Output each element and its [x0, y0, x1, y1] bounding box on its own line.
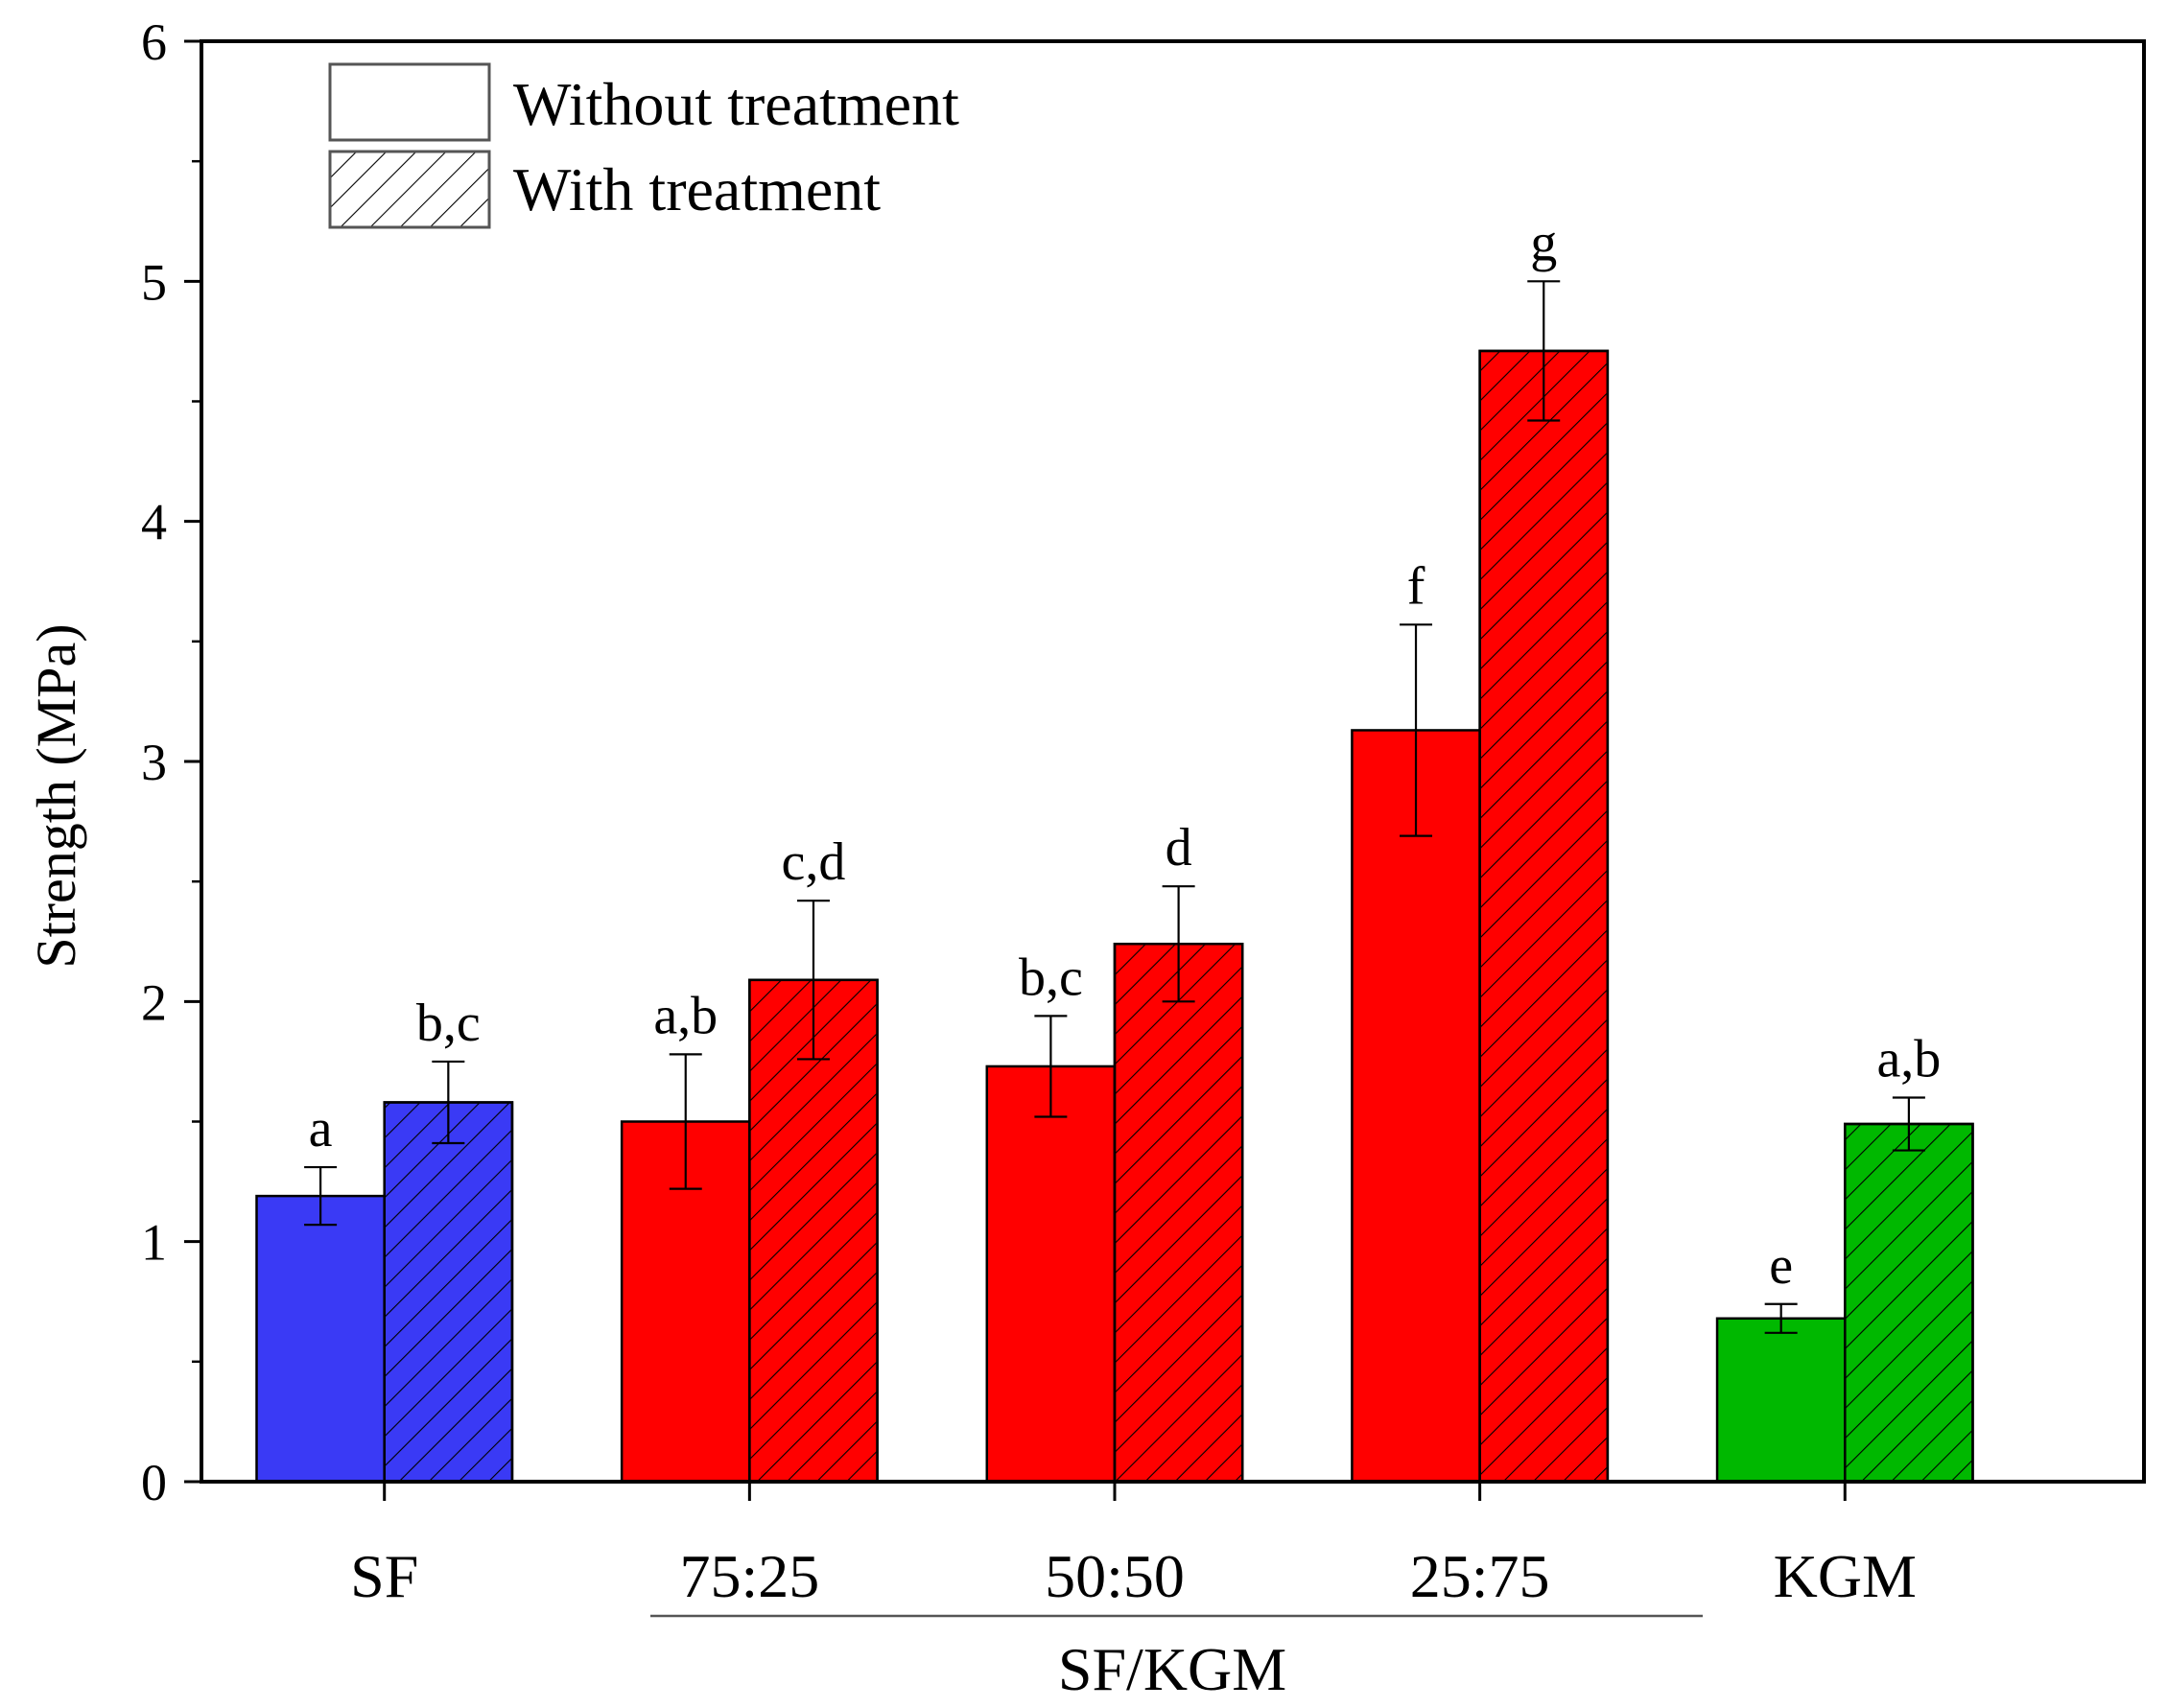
- significance-letter-kgm-series-1: a,b: [1876, 1029, 1941, 1088]
- bar-hatch-75-25: [748, 978, 879, 1484]
- significance-letter-kgm-series-0: e: [1769, 1236, 1793, 1296]
- y-tick-label-5: 5: [141, 253, 167, 311]
- bar-hatch-50-50: [1113, 943, 1244, 1484]
- bar-50-50-series-0: [985, 1065, 1117, 1484]
- x-tick-label-75-25: 75:25: [679, 1542, 819, 1610]
- significance-letter-50-50-series-1: d: [1166, 818, 1192, 877]
- axes-layer: SF 75:25 50:50 25:75 KGM 0 1 2 3 4 5 6: [141, 13, 1917, 1610]
- significance-letter-sf-series-1: b,c: [416, 994, 481, 1053]
- bar-25-75-series-0: [1351, 729, 1481, 1484]
- bar-hatch-kgm: [1844, 1122, 1974, 1484]
- significance-letter-75-25-series-0: a,b: [653, 986, 718, 1045]
- significance-letters-layer: a b,c a,b c,d b,c d f g e a,b: [309, 213, 1942, 1295]
- significance-letter-75-25-series-1: c,d: [782, 832, 846, 892]
- x-tick-label-25-75: 25:75: [1410, 1542, 1550, 1610]
- legend-swatch-hatched: [328, 150, 491, 229]
- legend-label-with-treatment: With treatment: [513, 155, 881, 223]
- x-tick-label-sf: SF: [350, 1542, 418, 1610]
- significance-letter-25-75-series-1: g: [1530, 213, 1557, 272]
- bar-hatch-sf: [383, 1101, 514, 1484]
- significance-letter-50-50-series-0: b,c: [1019, 948, 1083, 1007]
- x-tick-label-50-50: 50:50: [1045, 1542, 1185, 1610]
- legend-label-without-treatment: Without treatment: [513, 70, 959, 138]
- bar-sf-series-0: [255, 1194, 386, 1484]
- bar-hatch-25-75: [1478, 349, 1610, 1484]
- bar-kgm-series-0: [1715, 1317, 1847, 1484]
- error-bars-layer: [304, 280, 1925, 1334]
- y-tick-label-6: 6: [141, 13, 167, 71]
- bars-layer: [255, 349, 1974, 1484]
- significance-letter-25-75-series-0: f: [1407, 556, 1425, 616]
- y-tick-label-4: 4: [141, 494, 167, 551]
- x-tick-label-kgm: KGM: [1774, 1542, 1917, 1610]
- y-tick-label-1: 1: [141, 1214, 167, 1272]
- y-tick-label-0: 0: [141, 1454, 167, 1511]
- group-label: SF/KGM: [1058, 1635, 1286, 1703]
- y-axis-label: Strength (MPa): [25, 623, 87, 968]
- legend-swatch-solid: [328, 62, 491, 142]
- y-tick-label-2: 2: [141, 973, 167, 1031]
- legend: Without treatment With treatment: [328, 62, 959, 229]
- y-tick-label-3: 3: [141, 734, 167, 791]
- significance-letter-sf-series-0: a: [309, 1099, 333, 1158]
